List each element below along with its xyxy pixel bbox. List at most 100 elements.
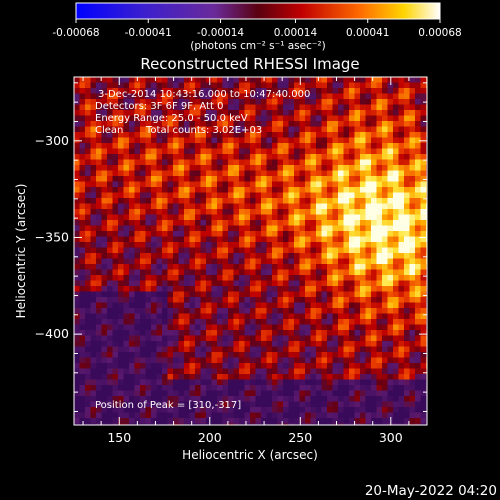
heatmap-cell (382, 181, 388, 188)
heatmap-cell (382, 423, 388, 425)
heatmap-cell (283, 269, 289, 276)
heatmap-cell (189, 126, 196, 133)
heatmap-cell (189, 335, 196, 342)
heatmap-cell (107, 77, 113, 83)
heatmap-cell (343, 154, 350, 160)
heatmap-cell (74, 291, 80, 298)
heatmap-cell (200, 247, 207, 254)
heatmap-cell (145, 264, 152, 270)
heatmap-cell (349, 220, 355, 226)
heatmap-cell (360, 401, 366, 408)
heatmap-cell (360, 379, 366, 386)
heatmap-cell (145, 368, 152, 375)
heatmap-cell (129, 187, 135, 193)
heatmap-cell (387, 396, 394, 402)
heatmap-cell (222, 93, 229, 100)
heatmap-cell (382, 143, 388, 149)
heatmap-cell (294, 330, 300, 336)
heatmap-cell (261, 253, 267, 259)
heatmap-cell (338, 412, 344, 419)
heatmap-cell (343, 198, 350, 204)
heatmap-cell (228, 231, 234, 237)
heatmap-cell (360, 374, 366, 380)
heatmap-cell (316, 297, 322, 303)
heatmap-cell (112, 247, 119, 254)
heatmap-cell (294, 104, 300, 111)
heatmap-cell (129, 341, 135, 347)
heatmap-cell (85, 170, 91, 177)
heatmap-cell (360, 236, 366, 243)
heatmap-cell (327, 148, 333, 155)
heatmap-cell (393, 115, 399, 122)
heatmap-cell (316, 374, 322, 380)
heatmap-cell (233, 132, 240, 138)
heatmap-cell (266, 308, 273, 314)
heatmap-cell (79, 390, 86, 397)
heatmap-cell (277, 192, 284, 199)
heatmap-cell (244, 148, 251, 155)
heatmap-cell (415, 181, 421, 188)
heatmap-cell (112, 126, 119, 133)
heatmap-cell (145, 363, 152, 369)
heatmap-cell (74, 220, 80, 226)
heatmap-cell (288, 308, 295, 314)
heatmap-cell (283, 379, 289, 386)
heatmap-cell (74, 346, 80, 353)
heatmap-cell (74, 341, 80, 347)
heatmap-cell (123, 357, 130, 364)
heatmap-cell (404, 187, 410, 193)
heatmap-cell (371, 170, 377, 177)
heatmap-cell (294, 352, 300, 358)
heatmap-cell (299, 418, 306, 424)
heatmap-cell (107, 143, 113, 149)
heatmap-cell (332, 335, 339, 342)
heatmap-cell (261, 302, 267, 309)
heatmap-cell (354, 170, 361, 177)
heatmap-cell (272, 126, 278, 133)
heatmap-cell (310, 93, 317, 100)
heatmap-cell (118, 231, 124, 237)
heatmap-cell (404, 93, 410, 100)
heatmap-cell (283, 302, 289, 309)
heatmap-cell (250, 253, 256, 259)
heatmap-cell (123, 390, 130, 397)
heatmap-cell (200, 346, 207, 353)
heatmap-cell (239, 335, 245, 342)
heatmap-cell (195, 346, 201, 353)
heatmap-cell (261, 203, 267, 210)
heatmap-cell (244, 423, 251, 425)
heatmap-cell (178, 280, 185, 287)
heatmap-cell (261, 352, 267, 358)
heatmap-cell (409, 313, 416, 320)
heatmap-cell (156, 368, 163, 375)
heatmap-cell (112, 192, 119, 199)
heatmap-cell (189, 330, 196, 336)
heatmap-cell (310, 187, 317, 193)
heatmap-cell (250, 357, 256, 364)
heatmap-cell (420, 264, 427, 270)
heatmap-cell (167, 165, 174, 171)
heatmap-cell (415, 319, 421, 325)
heatmap-cell (376, 176, 383, 182)
heatmap-cell (338, 220, 344, 226)
heatmap-cell (349, 423, 355, 425)
heatmap-cell (371, 330, 377, 336)
heatmap-cell (244, 198, 251, 204)
heatmap-cell (140, 93, 146, 100)
heatmap-cell (387, 181, 394, 188)
heatmap-cell (123, 93, 130, 100)
heatmap-cell (338, 330, 344, 336)
heatmap-cell (211, 236, 218, 243)
heatmap-cell (107, 302, 113, 309)
heatmap-cell (156, 154, 163, 160)
heatmap-cell (332, 82, 339, 89)
heatmap-cell (123, 170, 130, 177)
colorbar-ticks: -0.00068 -0.00041 -0.00014 0.00014 0.00041 0.… (52, 19, 462, 39)
x-tick-label: 150 (107, 430, 131, 445)
heatmap-cell (184, 291, 190, 298)
heatmap-cell (233, 280, 240, 287)
heatmap-cell (332, 319, 339, 325)
heatmap-cell (393, 308, 399, 314)
heatmap-cell (415, 220, 421, 226)
heatmap-cell (338, 264, 344, 270)
